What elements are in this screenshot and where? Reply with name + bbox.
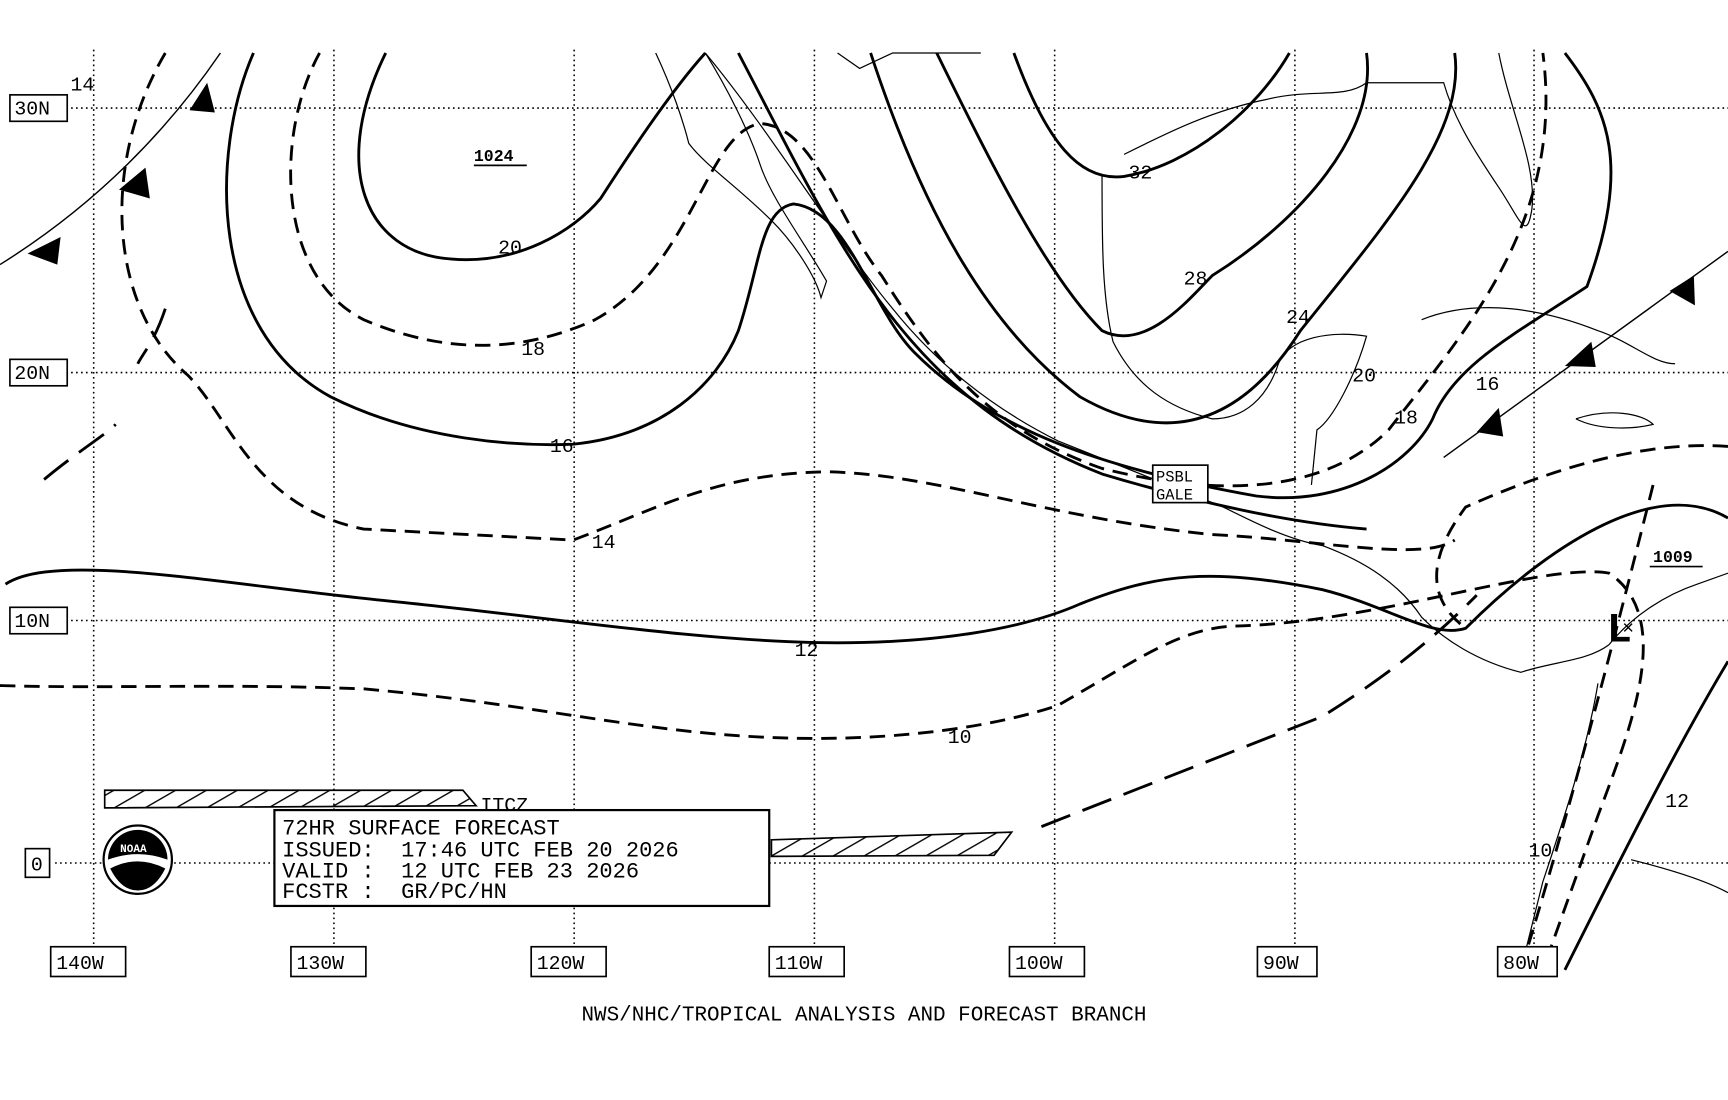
itcz-band [770, 831, 1014, 858]
forecast-line: FCSTR : GR/PC/HN [282, 880, 507, 905]
isobar [1563, 660, 1728, 971]
isobar-label: 20 [1352, 364, 1376, 387]
label-box [1496, 945, 1559, 978]
isobar-label: 10 [948, 726, 972, 749]
isobar-label: 16 [1476, 373, 1500, 396]
lon-label: 110W [775, 952, 823, 975]
lon-label: 100W [1015, 952, 1063, 975]
low-symbol: L [1607, 606, 1632, 654]
gale-box [1151, 464, 1209, 504]
front-barb [189, 82, 215, 113]
coastline [704, 52, 1610, 673]
low-pressure-value: 1009 [1653, 548, 1693, 567]
longitude-labels: 140W 130W 120W 110W 100W 90W 80W [49, 945, 1559, 978]
logo-gull [110, 861, 166, 891]
logo-top [108, 829, 168, 860]
isobar [1012, 52, 1291, 179]
lon-label: 80W [1503, 952, 1539, 975]
label-box [9, 94, 69, 123]
front-barb [1669, 275, 1695, 306]
isobar [289, 52, 1548, 488]
label-box [290, 945, 367, 978]
label-box [530, 945, 607, 978]
front-barb [1564, 341, 1596, 368]
front-barb [119, 167, 150, 199]
gale-label: GALE [1156, 486, 1193, 504]
label-box [768, 945, 845, 978]
front-barb [1476, 407, 1504, 437]
isobar [120, 52, 1456, 552]
isobar [357, 52, 707, 262]
isobar [1519, 484, 1655, 971]
gale-label: PSBL [1156, 469, 1193, 487]
footer: NWS/NHC/TROPICAL ANALYSIS AND FORECAST B… [582, 1005, 1147, 1028]
coastline [837, 52, 1368, 486]
isobar-label: 12 [795, 639, 819, 662]
label-box [1008, 945, 1086, 978]
isobar-label: 18 [521, 338, 545, 361]
trough [43, 308, 167, 481]
lon-label: 90W [1263, 952, 1299, 975]
label-box [9, 358, 69, 387]
coastline [655, 52, 828, 300]
isobar-label: 18 [1394, 406, 1418, 429]
latitude-labels: 30N 20N 10N 0 [9, 94, 69, 879]
coastline [1421, 307, 1676, 429]
isobar-label: 14 [592, 531, 616, 554]
isobar-label: 16 [550, 435, 574, 458]
lat-label: 10N [14, 610, 50, 633]
coastline [1520, 572, 1728, 971]
lon-label: 120W [537, 952, 585, 975]
high-pressure-value: 1024 [474, 147, 514, 166]
isobar [0, 570, 1645, 971]
isobar-label: 32 [1128, 162, 1152, 185]
label-box [1256, 945, 1318, 978]
lat-label: 30N [14, 98, 50, 121]
forecast-box [273, 808, 771, 908]
isobar-label: 24 [1286, 306, 1310, 329]
lat-label: 0 [31, 854, 43, 877]
cold-front [0, 52, 221, 266]
isobar [869, 52, 1458, 425]
isobar-label: 20 [498, 237, 522, 260]
isobar-label: 10 [1529, 839, 1553, 862]
forecast-line: 72HR SURFACE FORECAST [282, 816, 560, 841]
isobar [1435, 444, 1728, 630]
isobar-label: 28 [1184, 267, 1208, 290]
label-box [49, 945, 127, 978]
isobar [737, 52, 1367, 531]
lat-label: 20N [14, 362, 50, 385]
front-barb [27, 237, 61, 265]
isobar [225, 52, 1613, 500]
coastline [1123, 52, 1534, 227]
itcz-band [103, 789, 478, 809]
isobar-label: 14 [71, 73, 95, 96]
isobar [935, 52, 1369, 338]
logo-text: NOAA [120, 844, 147, 856]
fronts [0, 52, 1728, 459]
label-box [9, 606, 69, 635]
lon-label: 140W [56, 952, 104, 975]
noaa-logo: NOAA [102, 824, 174, 895]
isobar-label: 12 [1665, 790, 1689, 813]
coastlines [655, 52, 1728, 971]
center-mark: × [1622, 617, 1634, 640]
forecast-line: VALID : 12 UTC FEB 23 2026 [282, 859, 639, 884]
isobar [4, 503, 1728, 645]
label-box [24, 847, 51, 879]
isobar-labels: 14 20 18 16 14 12 10 32 28 24 20 18 16 1… [71, 73, 1689, 862]
forecast-line: ISSUED: 17:46 UTC FEB 20 2026 [282, 838, 679, 863]
trough [1040, 594, 1478, 828]
lon-label: 130W [296, 952, 344, 975]
isobars [0, 52, 1728, 971]
